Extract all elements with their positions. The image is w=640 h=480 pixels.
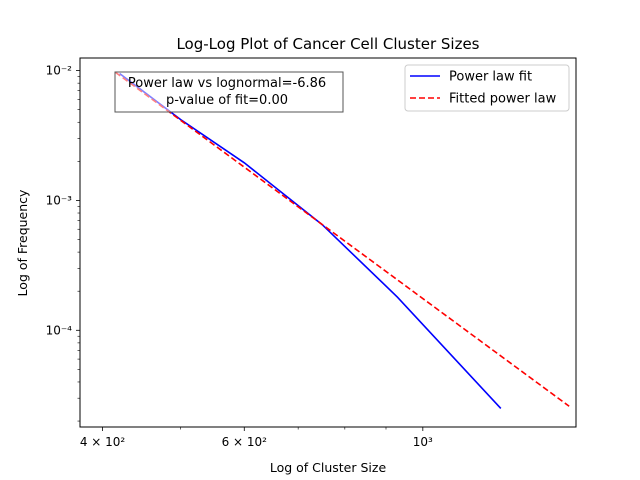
x-tick-label: 4 × 10² bbox=[80, 435, 126, 449]
annotation-box: Power law vs lognormal=-6.86 p-value of … bbox=[114, 71, 344, 113]
x-axis-label: Log of Cluster Size bbox=[270, 460, 387, 475]
ticks-layer: 4 × 10² 6 × 10² 10³ 10⁻⁴ 10⁻³ 10⁻² bbox=[46, 64, 433, 449]
y-tick-label: 10⁻⁴ bbox=[46, 323, 73, 337]
legend: Power law fit Fitted power law bbox=[404, 64, 570, 112]
y-tick-label: 10⁻³ bbox=[46, 193, 73, 207]
legend-label-power-law-fit: Power law fit bbox=[449, 70, 532, 85]
legend-label-fitted-power-law: Fitted power law bbox=[449, 92, 557, 107]
y-axis-label: Log of Frequency bbox=[15, 189, 30, 296]
axes-frame bbox=[79, 57, 577, 428]
legend-frame bbox=[404, 64, 570, 112]
annotation-line-2: p-value of fit=0.00 bbox=[166, 93, 288, 108]
y-tick-label: 10⁻² bbox=[46, 64, 73, 78]
series-line-fitted-power-law bbox=[114, 71, 570, 407]
annotation-frame bbox=[114, 71, 344, 113]
x-tick-label: 10³ bbox=[413, 435, 433, 449]
annotation-line-1: Power law vs lognormal=-6.86 bbox=[128, 76, 326, 91]
x-tick-label: 6 × 10² bbox=[222, 435, 268, 449]
chart-title: Log-Log Plot of Cancer Cell Cluster Size… bbox=[176, 35, 479, 53]
